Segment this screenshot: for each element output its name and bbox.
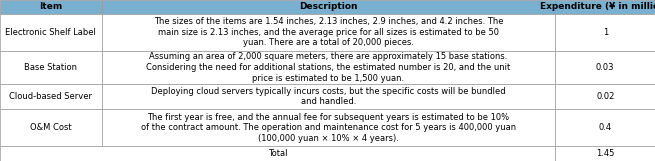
Bar (0, 51, 102, 84)
Bar (555, 109, 655, 147)
Text: 1: 1 (603, 28, 608, 37)
Text: Assuming an area of 2,000 square meters, there are approximately 15 base station: Assuming an area of 2,000 square meters,… (146, 52, 511, 83)
Text: Deploying cloud servers typically incurs costs, but the specific costs will be b: Deploying cloud servers typically incurs… (151, 87, 506, 106)
Bar (555, 147, 655, 161)
Text: Expenditure (¥ in million): Expenditure (¥ in million) (540, 2, 655, 11)
Bar (0, 0, 102, 14)
Text: 1.45: 1.45 (596, 149, 614, 158)
Bar (555, 51, 655, 84)
Bar (0, 147, 555, 161)
Text: Total: Total (268, 149, 288, 158)
Bar (0, 109, 102, 147)
Text: Cloud-based Server: Cloud-based Server (9, 92, 92, 101)
Bar (555, 0, 655, 14)
Bar (0, 14, 102, 51)
Bar (102, 0, 555, 14)
Text: Description: Description (299, 2, 358, 11)
Bar (555, 84, 655, 109)
Text: 0.02: 0.02 (596, 92, 614, 101)
Text: 0.4: 0.4 (599, 123, 612, 132)
Bar (0, 84, 102, 109)
Text: The sizes of the items are 1.54 inches, 2.13 inches, 2.9 inches, and 4.2 inches.: The sizes of the items are 1.54 inches, … (154, 17, 503, 47)
Text: Base Station: Base Station (24, 63, 77, 72)
Bar (102, 51, 555, 84)
Bar (102, 109, 555, 147)
Bar (555, 14, 655, 51)
Text: Electronic Shelf Label: Electronic Shelf Label (5, 28, 96, 37)
Text: O&M Cost: O&M Cost (30, 123, 71, 132)
Bar (102, 14, 555, 51)
Text: Item: Item (39, 2, 62, 11)
Text: The first year is free, and the annual fee for subsequent years is estimated to : The first year is free, and the annual f… (141, 113, 516, 143)
Bar (102, 84, 555, 109)
Text: 0.03: 0.03 (596, 63, 614, 72)
